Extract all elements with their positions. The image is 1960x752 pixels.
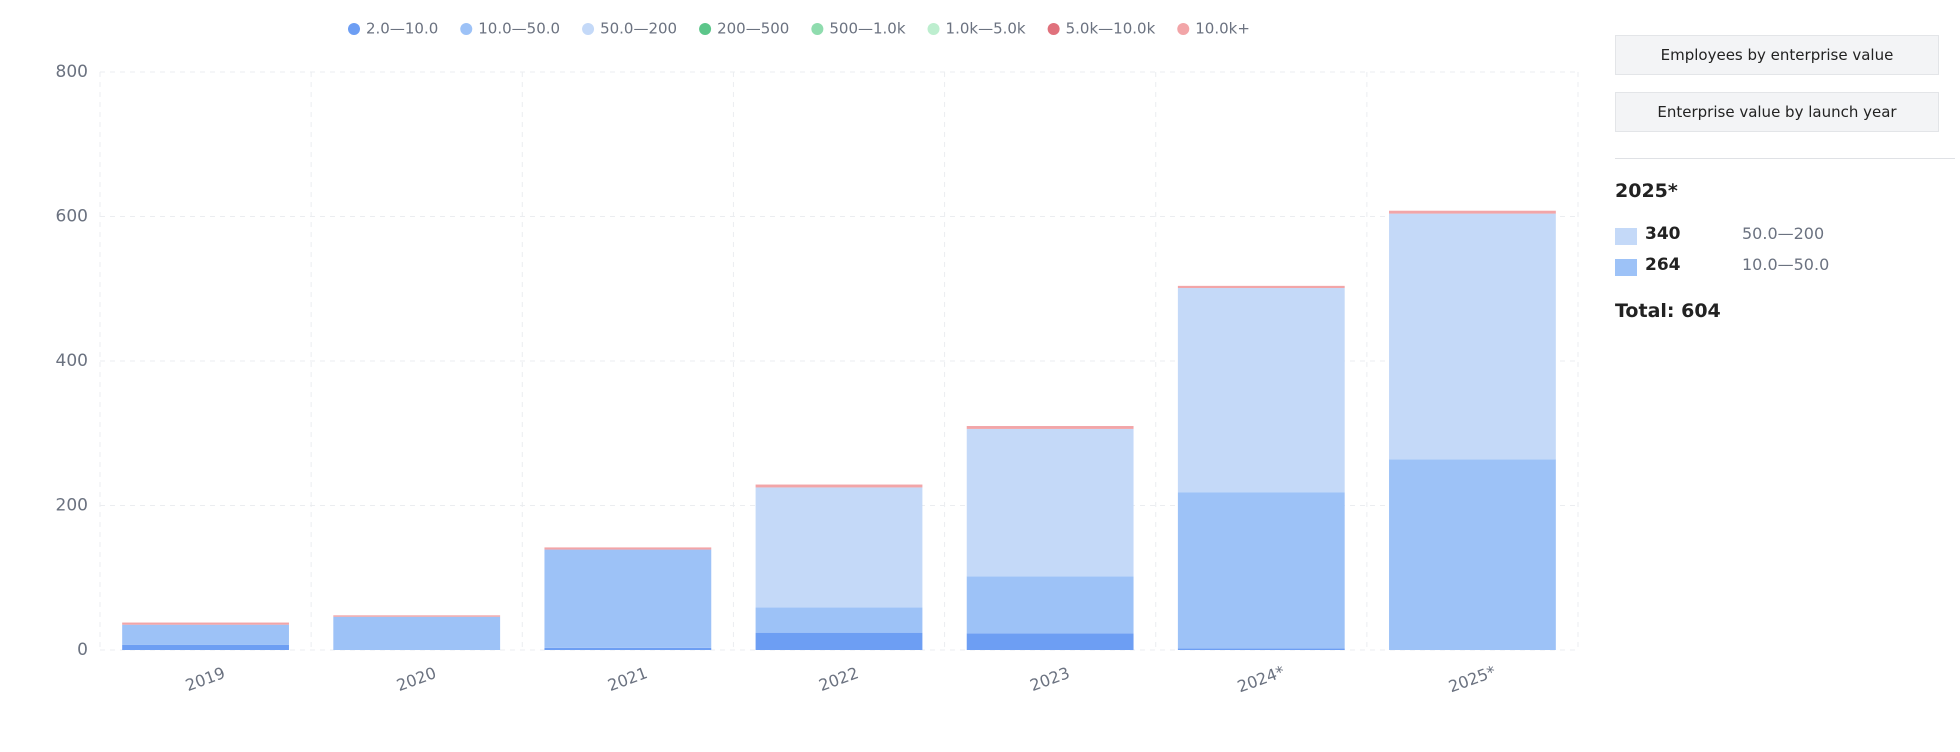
bar-segment: [1389, 213, 1556, 460]
bar-segment: [1177, 288, 1345, 493]
y-tick-label: 800: [56, 62, 88, 82]
bar-segment: [966, 426, 1134, 429]
legend-label: 1.0k—5.0k: [946, 20, 1026, 38]
legend-label: 2.0—10.0: [366, 20, 438, 38]
x-tick-label: 2021: [605, 663, 650, 695]
legend-label: 200—500: [717, 20, 789, 38]
y-tick-label: 400: [56, 351, 88, 371]
bar-segment: [1389, 210, 1556, 214]
bar-segment: [333, 616, 501, 650]
legend-label: 10.0k+: [1195, 20, 1250, 38]
legend-label: 5.0k—10.0k: [1066, 20, 1156, 38]
y-tick-label: 0: [77, 640, 88, 660]
legend-marker: [460, 23, 473, 35]
legend-item[interactable]: 10.0k+: [1177, 20, 1250, 38]
x-tick-label: 2024*: [1235, 662, 1287, 697]
y-tick-label: 200: [56, 496, 88, 516]
bar-segment: [333, 615, 501, 617]
legend-marker: [1177, 23, 1190, 35]
legend-item[interactable]: 200—500: [699, 20, 789, 38]
x-tick-label: 2022: [816, 663, 861, 695]
x-tick-label: 2023: [1027, 663, 1072, 695]
legend-label: 50.0—200: [600, 20, 677, 38]
bar-segment: [1177, 648, 1345, 650]
legend-marker: [699, 23, 712, 35]
bar-segment: [755, 632, 923, 650]
item-value: 340: [1645, 224, 1681, 244]
bar-segment: [544, 547, 712, 550]
bar-segment: [122, 622, 289, 625]
swatch: [1615, 228, 1637, 245]
legend-item[interactable]: 2.0—10.0: [348, 20, 438, 38]
bar-segment: [966, 576, 1134, 634]
legend-marker: [1047, 23, 1060, 35]
legend-marker: [348, 23, 360, 35]
item-name: 50.0—200: [1742, 224, 1825, 243]
bar-segment: [966, 428, 1134, 577]
bar-segment: [755, 487, 923, 608]
legend-marker: [582, 23, 595, 35]
bar-segment: [1177, 492, 1345, 649]
legend-item[interactable]: 1.0k—5.0k: [927, 20, 1026, 38]
item-name: 10.0—50.0: [1742, 255, 1830, 274]
bar-segment: [1177, 285, 1345, 289]
legend-label: 500—1.0k: [829, 20, 905, 38]
swatch: [1615, 259, 1637, 276]
y-tick-label: 600: [56, 207, 88, 227]
legend-item[interactable]: 50.0—200: [582, 20, 677, 38]
bar-segment: [1389, 459, 1556, 650]
button[interactable]: Enterprise value by launch year: [1615, 92, 1939, 132]
bar-segment: [122, 624, 289, 645]
bar-segment: [966, 633, 1134, 650]
x-tick-label: 2025*: [1446, 662, 1498, 697]
legend-marker: [811, 23, 824, 35]
x-tick-label: 2019: [183, 663, 228, 695]
legend-marker: [927, 23, 940, 35]
bar-segment: [544, 549, 712, 648]
panel-title: 2025*: [1615, 180, 1678, 202]
x-tick-label: 2020: [394, 663, 439, 695]
bar-segment: [544, 647, 712, 650]
bar-segment: [755, 484, 923, 488]
legend-label: 10.0—50.0: [478, 20, 560, 38]
bar-segment: [755, 607, 923, 633]
legend-item[interactable]: 10.0—50.0: [460, 20, 560, 38]
legend-item[interactable]: 5.0k—10.0k: [1047, 20, 1156, 38]
panel-total: Total: 604: [1615, 300, 1721, 322]
button[interactable]: Employees by enterprise value: [1615, 35, 1939, 75]
divider: [1615, 158, 1955, 159]
legend-item[interactable]: 500—1.0k: [811, 20, 906, 38]
bar-segment: [122, 644, 289, 650]
item-value: 264: [1645, 255, 1681, 275]
chart: 0 200 400 600 800 2019 2020 2021 2022 2023 2024* 20…: [56, 20, 1579, 697]
